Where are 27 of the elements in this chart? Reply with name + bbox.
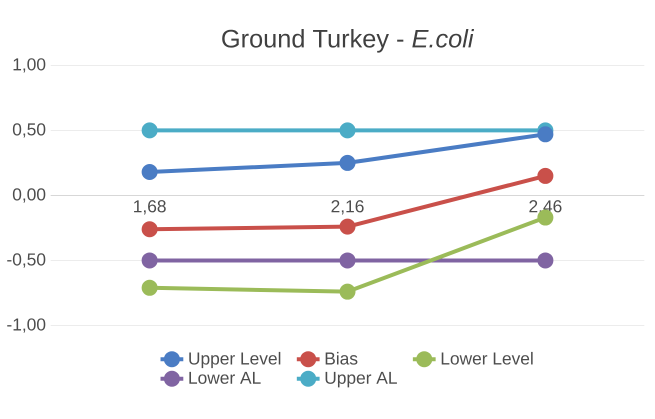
- point: [340, 122, 356, 138]
- point: [142, 280, 158, 296]
- point: [142, 164, 158, 180]
- x-tick-label: 2,16: [332, 200, 364, 215]
- legend-label: Lower Level: [442, 352, 533, 365]
- point: [340, 284, 356, 300]
- y-tick-label: 0,50: [12, 123, 46, 138]
- y-tick-label: -0,50: [7, 253, 46, 268]
- point: [340, 218, 356, 235]
- point: [142, 122, 158, 138]
- x-tick-label: 2,46: [529, 200, 562, 215]
- legend-label: Upper AL: [326, 372, 397, 388]
- legend-label: Upper Level: [189, 352, 280, 368]
- chart-title: Ground Turkey - E.coli: [222, 29, 474, 53]
- point: [142, 221, 158, 238]
- point: [537, 168, 554, 184]
- point: [340, 154, 356, 171]
- point: [537, 126, 554, 142]
- point: [142, 252, 158, 269]
- x-tick-label: 1,68: [134, 200, 166, 215]
- point: [340, 252, 356, 269]
- legend-label: Lower AL: [189, 372, 261, 384]
- y-tick-label: 1,00: [14, 58, 46, 73]
- y-tick-label: -1,00: [7, 318, 46, 333]
- point: [537, 252, 554, 269]
- y-tick-label: 0,00: [12, 188, 46, 203]
- legend-label: Bias: [326, 352, 358, 365]
